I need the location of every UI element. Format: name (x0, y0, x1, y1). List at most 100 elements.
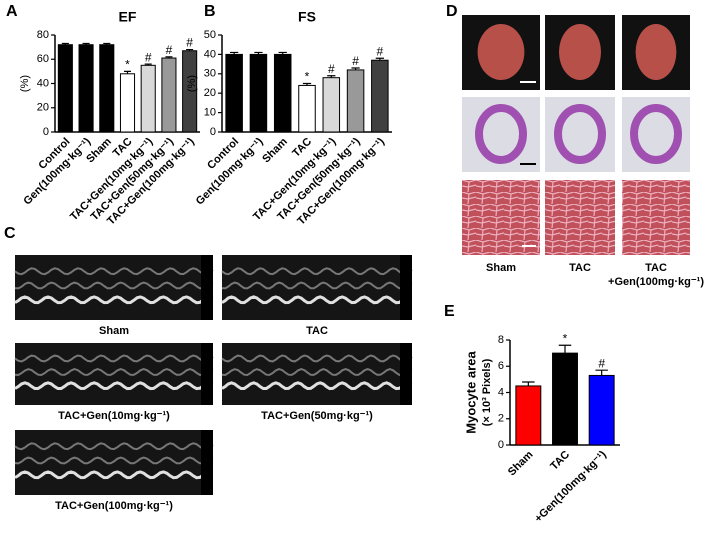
echo-trace (14, 368, 214, 377)
echo-caption: Sham (99, 325, 129, 337)
error-bar (522, 381, 535, 386)
echo-trace (14, 381, 214, 391)
myocyte-image (545, 180, 615, 255)
y-axis-label: (%) (19, 75, 31, 92)
echo-trace (221, 295, 413, 305)
panel-label: E (444, 303, 455, 320)
bar (119, 73, 136, 133)
histology-caption: TAC (645, 262, 667, 274)
error-bar (123, 70, 132, 74)
bar (322, 77, 341, 133)
echo-caption: TAC+Gen(50mg·kg⁻¹) (261, 410, 373, 422)
heart-section (554, 104, 606, 164)
y-tick-label: 60 (37, 53, 49, 65)
echo-trace (14, 470, 214, 480)
echo-caption: TAC+Gen(100mg·kg⁻¹) (55, 500, 173, 512)
x-tick-label: Sham (260, 136, 290, 166)
x-tick-label: TAC (548, 449, 572, 473)
panel-label: A (6, 3, 18, 20)
echo-trace (14, 442, 214, 451)
y-tick-label: 50 (204, 29, 216, 41)
myocyte-image (622, 180, 690, 255)
echo-trace (14, 281, 214, 290)
bar (552, 352, 578, 446)
y-tick-label: 0 (210, 126, 216, 138)
bar (273, 53, 292, 133)
echo-trace (221, 267, 413, 276)
y-axis-label: Myocyte area (463, 351, 478, 434)
bar (225, 53, 243, 133)
panel-label: C (4, 225, 16, 242)
bar (298, 84, 316, 133)
echo-trace (221, 281, 413, 290)
heart (477, 24, 525, 80)
histology-caption: Sham (486, 262, 516, 274)
error-bar (144, 63, 152, 66)
significance-mark: * (305, 70, 310, 84)
heart-section (475, 104, 527, 164)
y-tick-label: 0 (498, 439, 504, 451)
y-tick-label: 2 (498, 413, 504, 425)
echo-strip (201, 430, 213, 495)
y-axis-label: (× 10³ Pixels) (481, 358, 493, 426)
echo-strip (201, 255, 213, 320)
bar (588, 374, 615, 446)
significance-mark: # (186, 36, 193, 50)
y-tick-label: 10 (204, 107, 216, 119)
y-tick-label: 40 (37, 77, 49, 89)
error-bar (165, 56, 173, 59)
echo-trace (221, 381, 413, 391)
error-bar (186, 48, 194, 51)
bar (249, 53, 268, 133)
echo-caption: TAC (306, 325, 328, 337)
significance-mark: # (377, 44, 384, 58)
error-bar (558, 344, 572, 354)
echo-trace (14, 456, 214, 465)
error-bar (278, 51, 287, 55)
error-bar (595, 369, 608, 376)
error-bar (82, 42, 90, 45)
bar (57, 44, 73, 133)
panel-label: D (446, 3, 458, 20)
y-tick-label: 6 (498, 360, 504, 372)
echo-trace (14, 267, 214, 276)
y-tick-label: 20 (204, 87, 216, 99)
significance-mark: * (125, 58, 130, 72)
bar (161, 57, 177, 133)
y-tick-label: 4 (498, 386, 504, 398)
error-bar (327, 75, 336, 78)
significance-mark: # (352, 54, 359, 68)
heart (635, 24, 677, 80)
y-tick-label: 80 (37, 29, 49, 41)
echo-trace (14, 295, 214, 305)
y-tick-label: 30 (204, 68, 216, 80)
x-tick-label: +Gen(100mg·kg⁻¹) (532, 448, 609, 525)
heart (559, 24, 601, 80)
echo-strip (400, 343, 412, 405)
significance-mark: # (145, 50, 152, 64)
chart-title: EF (119, 9, 137, 25)
error-bar (230, 51, 239, 55)
echo-caption: TAC+Gen(10mg·kg⁻¹) (58, 410, 170, 422)
y-tick-label: 20 (37, 102, 49, 114)
error-bar (351, 67, 360, 70)
bar (346, 69, 365, 133)
error-bar (302, 82, 312, 86)
bar (515, 385, 542, 446)
echo-trace (221, 368, 413, 377)
echo-trace (221, 354, 413, 363)
histology-caption: +Gen(100mg·kg⁻¹) (608, 276, 704, 288)
echo-strip (201, 343, 213, 405)
myocyte-image (462, 180, 540, 255)
y-axis-label: (%) (186, 75, 198, 92)
chart-title: FS (298, 9, 316, 25)
y-tick-label: 40 (204, 48, 216, 60)
y-tick-label: 0 (43, 126, 49, 138)
error-bar (61, 42, 69, 45)
y-tick-label: 8 (498, 334, 504, 346)
bar (371, 59, 389, 133)
significance-mark: # (598, 356, 605, 370)
echo-trace (14, 354, 214, 363)
bar (99, 44, 115, 133)
